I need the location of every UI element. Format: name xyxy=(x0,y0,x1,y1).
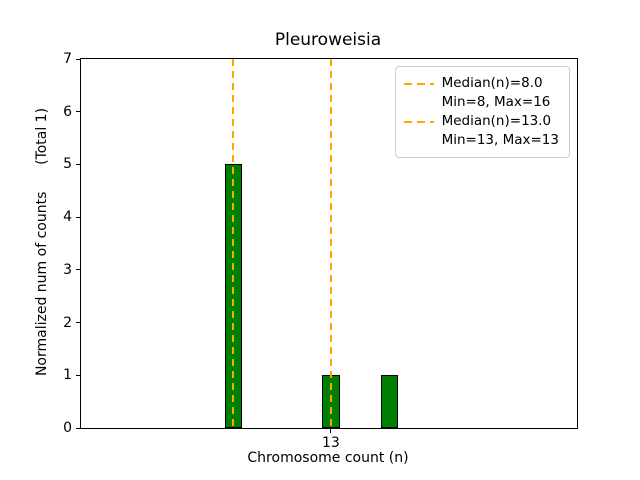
y-tick-label: 7 xyxy=(63,51,72,67)
y-tick-label: 2 xyxy=(63,314,72,331)
y-tick-label: 3 xyxy=(63,261,72,278)
y-tick xyxy=(76,58,81,60)
y-tick-label: 4 xyxy=(63,209,72,226)
y-tick xyxy=(76,374,81,376)
y-tick xyxy=(76,322,81,324)
x-tick xyxy=(330,428,332,433)
dashed-line-icon xyxy=(403,120,434,123)
legend-label: Median(n)=8.0 xyxy=(441,75,543,91)
y-tick xyxy=(76,111,81,113)
median-line xyxy=(329,59,332,428)
legend-entry: Median(n)=8.0 xyxy=(403,74,559,93)
y-tick-label: 6 xyxy=(63,103,72,120)
plot-area: Median(n)=8.0 Min=8, Max=16 Median(n)=13.0… xyxy=(63,51,578,451)
y-tick xyxy=(76,216,81,218)
legend-swatch-spacer xyxy=(404,102,434,104)
dashed-line-icon xyxy=(403,82,434,85)
y-tick-label: 1 xyxy=(63,367,72,384)
legend: Median(n)=8.0 Min=8, Max=16 Median(n)=13.0… xyxy=(394,66,570,158)
x-tick-label: 13 xyxy=(322,435,340,451)
legend-entry: Median(n)=13.0 xyxy=(403,112,559,131)
y-tick xyxy=(76,163,81,165)
legend-swatch-spacer xyxy=(404,140,434,142)
legend-entry-subline: Min=13, Max=13 xyxy=(404,131,559,150)
legend-sublabel: Min=13, Max=13 xyxy=(441,132,559,148)
chart-title: Pleuroweisia xyxy=(274,30,382,50)
legend-label: Median(n)=13.0 xyxy=(441,113,552,129)
bar xyxy=(380,375,399,428)
legend-sublabel: Min=8, Max=16 xyxy=(441,94,551,110)
y-tick xyxy=(76,269,81,271)
y-tick xyxy=(76,427,81,429)
median-line xyxy=(232,59,235,428)
legend-entry-subline: Min=8, Max=16 xyxy=(404,93,559,112)
y-tick-label: 0 xyxy=(63,420,72,436)
y-axis-label: Normalized num of counts (Total 1) xyxy=(34,107,50,377)
y-tick-label: 5 xyxy=(63,156,72,173)
x-axis-label: Chromosome count (n) xyxy=(247,450,409,466)
